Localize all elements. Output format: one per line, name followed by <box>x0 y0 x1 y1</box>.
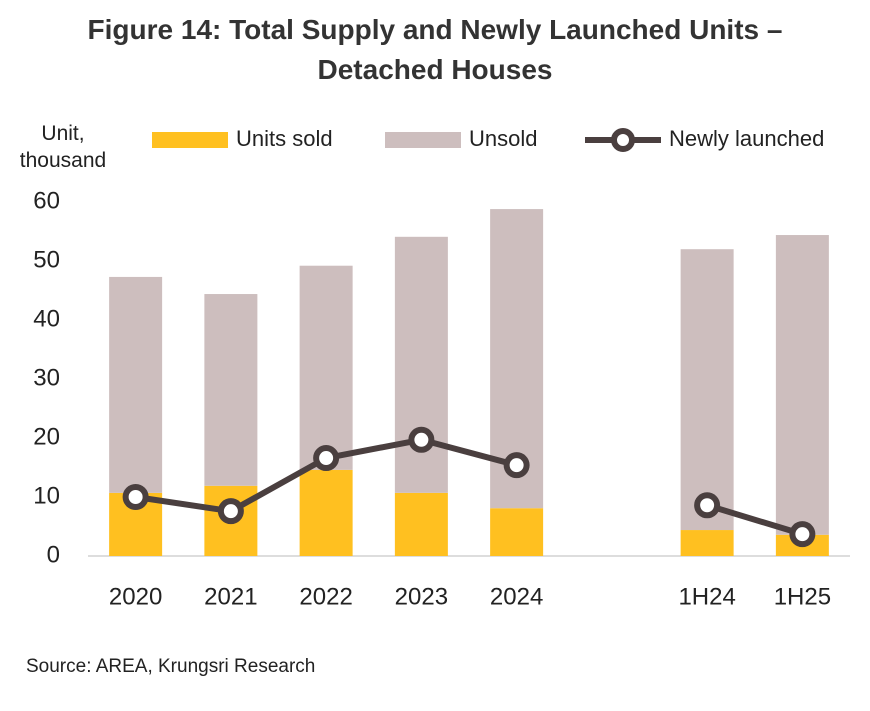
line-marker <box>694 492 721 519</box>
bar <box>204 294 258 486</box>
legend-label: Newly launched <box>669 126 824 151</box>
x-tick-label: 2023 <box>395 583 448 610</box>
line-marker <box>503 452 530 479</box>
y-tick-label: 0 <box>47 541 60 568</box>
y-tick-label: 30 <box>33 364 60 391</box>
line-marker <box>313 445 340 472</box>
bar <box>299 469 353 556</box>
bar <box>490 508 544 556</box>
y-tick-label: 40 <box>33 305 60 332</box>
line-marker <box>789 521 816 548</box>
bar <box>680 530 734 556</box>
y-axis-label: Unit, thousand <box>19 122 107 172</box>
bar <box>109 276 163 493</box>
x-tick-label: 2024 <box>490 583 543 610</box>
x-tick-label: 2021 <box>204 583 257 610</box>
legend-marker <box>611 128 635 152</box>
legend-swatch <box>385 132 461 148</box>
legend-swatch <box>152 132 228 148</box>
line-marker <box>217 498 244 525</box>
line-marker <box>122 484 149 510</box>
y-tick-label: 20 <box>33 423 60 450</box>
x-tick-label: 2022 <box>299 583 352 610</box>
y-tick-label: 50 <box>33 246 60 273</box>
x-tick-label: 2020 <box>109 583 162 610</box>
x-tick-label: 1H25 <box>774 583 831 610</box>
legend-label: Units sold <box>236 126 333 151</box>
legend-label: Unsold <box>469 126 537 151</box>
x-tick-label: 1H24 <box>678 583 735 610</box>
y-tick-label: 10 <box>33 482 60 509</box>
bar <box>394 492 448 556</box>
bar <box>775 235 829 535</box>
bar <box>394 236 448 493</box>
source: Source: AREA, Krungsri Research <box>26 656 316 677</box>
y-tick-label: 60 <box>33 187 60 214</box>
line-marker <box>408 426 435 453</box>
bar <box>299 265 353 470</box>
bar <box>680 249 734 531</box>
chart-title: Figure 14: Total Supply and Newly Launch… <box>87 14 783 85</box>
